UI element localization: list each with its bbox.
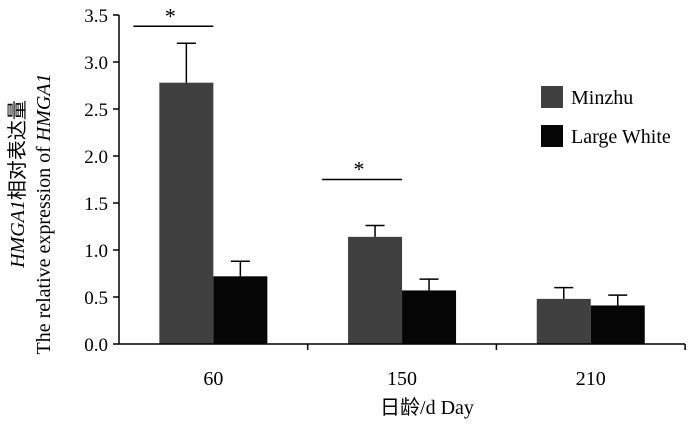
x-ticks: 60 150 210 [203,344,686,390]
legend: Minzhu Large White [541,86,671,148]
y-axis-title-english: The relative expression of [33,141,55,354]
x-axis-title: 日龄/d Day [380,396,474,419]
bar-large-white-150 [402,290,457,344]
y-axis-title-chinese: 相对表达量 [6,100,29,200]
x-tick-label-150: 150 [387,368,417,390]
y-axis-title-line2: The relative expression of HMGA1 [33,73,55,354]
significance-markers: ** [133,3,403,182]
y-axis-title-line1: HMGA1相对表达量 [6,100,29,269]
y-tick-label: 3.5 [84,6,108,27]
legend-label-minzhu: Minzhu [571,87,633,109]
axes [118,15,685,345]
y-axis-title-gene: HMGA1 [7,200,29,269]
y-axis-title-gene-2: HMGA1 [33,73,55,142]
y-tick-label: 1.0 [84,241,108,262]
y-tick-label: 2.0 [84,147,108,168]
bar-minzhu-60 [159,82,214,345]
y-tick-label: 3.0 [84,53,108,74]
y-tick-label: 1.5 [84,194,108,215]
y-tick-label: 0.5 [84,288,108,309]
legend-swatch-minzhu [541,86,563,108]
bar-large-white-60 [213,276,268,344]
bar-large-white-210 [590,305,645,344]
bar-minzhu-210 [536,298,591,344]
x-tick-label-210: 210 [576,368,606,390]
y-tick-label: 2.5 [84,100,108,121]
legend-label-large-white: Large White [571,126,671,148]
y-axis-title: HMGA1相对表达量 The relative expression of HM… [6,73,55,354]
bar-minzhu-150 [348,236,403,344]
legend-swatch-large-white [541,125,563,147]
x-tick-label-60: 60 [203,368,223,390]
bars [159,42,645,345]
y-tick-label: 0.0 [84,335,108,356]
significance-star: * [354,157,365,182]
significance-star: * [165,3,176,28]
y-ticks: 0.0 0.5 1.0 1.5 2.0 2.5 3.0 3.5 [84,6,119,356]
